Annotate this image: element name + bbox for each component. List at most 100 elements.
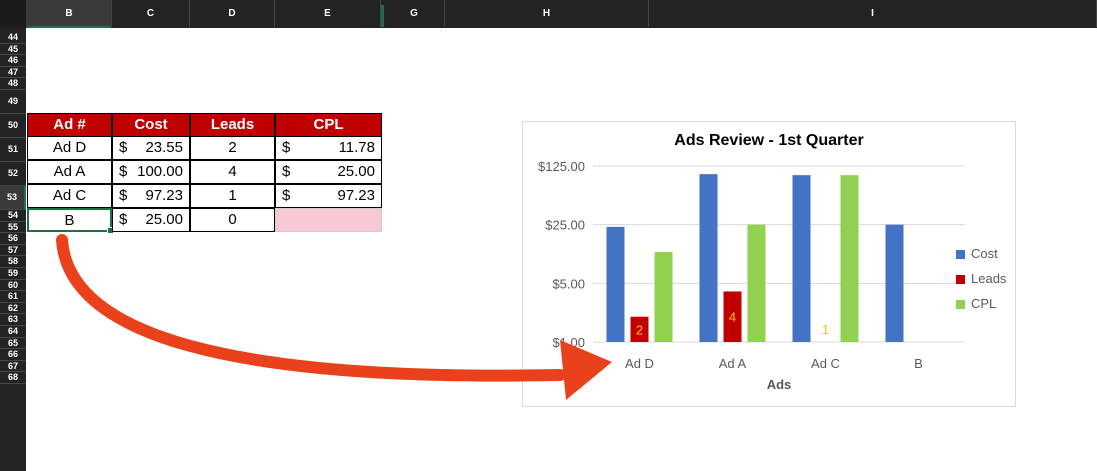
legend-swatch [956,275,965,284]
row-header-48[interactable]: 48 [0,78,26,90]
cell-ad[interactable]: Ad D [27,136,112,160]
cell-leads[interactable]: 4 [190,160,275,184]
bar-cpl-ad-d [654,252,673,342]
x-category-label: Ad C [811,356,840,371]
column-header-h[interactable]: H [445,0,649,27]
legend-label: Leads [971,271,1007,286]
data-label: 4 [729,310,736,325]
cell-leads[interactable]: 0 [190,208,275,232]
cell-cpl[interactable]: $25.00 [275,160,382,184]
cell-leads[interactable]: 2 [190,136,275,160]
currency-symbol: $ [282,163,291,180]
row-header-49[interactable]: 49 [0,90,26,114]
column-header-g[interactable]: G [384,0,445,27]
row-header-58[interactable]: 58 [0,256,26,268]
bar-leads-ad-d [630,316,649,342]
cell-cpl[interactable]: $11.78 [275,136,382,160]
column-header-bar: B C D E G H I [0,0,1097,28]
x-category-label: B [914,356,923,371]
row-header-46[interactable]: 46 [0,55,26,67]
row-header-59[interactable]: 59 [0,268,26,280]
row-header-68[interactable]: 68 [0,372,26,384]
cell-cost[interactable]: $97.23 [112,184,190,208]
cell-leads[interactable]: 1 [190,184,275,208]
cell-ad[interactable]: B [27,208,114,234]
currency-symbol: $ [119,211,128,228]
legend-label: CPL [971,296,997,311]
currency-symbol: $ [119,187,128,204]
chart-plot: $1.00 $5.00 $25.00 $125.00 2 Ad D 4 Ad A 1 Ad C B A… [538,159,965,392]
legend-swatch [956,300,965,309]
y-tick-label: $1.00 [552,335,585,350]
column-header-e[interactable]: E [275,0,381,27]
select-all-corner[interactable] [0,0,27,27]
row-header-65[interactable]: 65 [0,338,26,350]
column-header-c[interactable]: C [112,0,190,27]
table-header-leads[interactable]: Leads [190,113,275,137]
row-header-55[interactable]: 55 [0,222,26,234]
column-header-d[interactable]: D [190,0,275,27]
cell-cpl[interactable] [275,208,382,232]
cost-value: 100.00 [137,163,183,180]
row-header-61[interactable]: 61 [0,291,26,303]
row-header-52[interactable]: 52 [0,162,26,186]
row-header-44[interactable]: 44 [0,32,26,44]
table-header-cost[interactable]: Cost [112,113,190,137]
data-label: 1 [822,322,829,337]
row-header-56[interactable]: 56 [0,233,26,245]
row-header-62[interactable]: 62 [0,303,26,315]
legend-label: Cost [971,246,998,261]
row-header-57[interactable]: 57 [0,245,26,257]
y-tick-label: $5.00 [552,276,585,291]
cell-cost[interactable]: $100.00 [112,160,190,184]
y-tick-label: $25.00 [545,218,585,233]
legend-item-cost[interactable]: Cost [956,246,998,261]
legend-swatch [956,250,965,259]
cpl-value: 25.00 [337,163,375,180]
row-header-53[interactable]: 53 [0,186,26,210]
table-header-ad[interactable]: Ad # [27,113,112,137]
cost-value: 97.23 [145,187,183,204]
row-header-45[interactable]: 45 [0,44,26,56]
row-header-47[interactable]: 47 [0,67,26,79]
bar-cost-ad-c [792,175,811,342]
table-header-cpl[interactable]: CPL [275,113,382,137]
cpl-value: 11.78 [338,139,375,156]
legend-item-leads[interactable]: Leads [956,271,1006,286]
ads-chart[interactable]: Ads Review - 1st Quarter $1.00 $5.00 $25.0… [522,121,1016,407]
row-header-51[interactable]: 51 [0,138,26,162]
column-header-i[interactable]: I [649,0,1097,27]
row-header-63[interactable]: 63 [0,314,26,326]
cost-value: 25.00 [145,211,183,228]
x-category-label: Ad A [719,356,747,371]
cell-cost[interactable]: $23.55 [112,136,190,160]
row-header-64[interactable]: 64 [0,326,26,338]
cell-ad[interactable]: Ad C [27,184,112,208]
legend-item-cpl[interactable]: CPL [956,296,996,311]
cell-cost[interactable]: $25.00 [112,208,190,232]
row-header-66[interactable]: 66 [0,349,26,361]
x-category-label: Ad D [625,356,654,371]
row-header-bar: 44 45 46 47 48 49 50 51 52 53 54 55 56 57 58 59 60 61 62 63… [0,28,26,471]
column-header-b[interactable]: B [27,0,112,28]
currency-symbol: $ [119,139,128,156]
row-header-67[interactable]: 67 [0,361,26,373]
currency-symbol: $ [119,163,128,180]
currency-symbol: $ [282,187,291,204]
row-header-50[interactable]: 50 [0,114,26,138]
cost-value: 23.55 [145,139,183,156]
bar-cost-ad-a [699,174,718,342]
cell-ad[interactable]: Ad A [27,160,112,184]
row-header-60[interactable]: 60 [0,280,26,292]
x-axis-title: Ads [767,377,792,392]
currency-symbol: $ [282,139,291,156]
cell-cpl[interactable]: $97.23 [275,184,382,208]
data-label: 2 [636,322,643,337]
row-header-54[interactable]: 54 [0,210,26,222]
bar-leads-ad-a [723,291,742,342]
bar-cpl-ad-c [840,175,859,342]
bar-cost-b [885,224,904,342]
bar-cost-ad-d [606,226,625,342]
y-tick-label: $125.00 [538,159,585,174]
frozen-pane-divider[interactable] [381,5,384,27]
